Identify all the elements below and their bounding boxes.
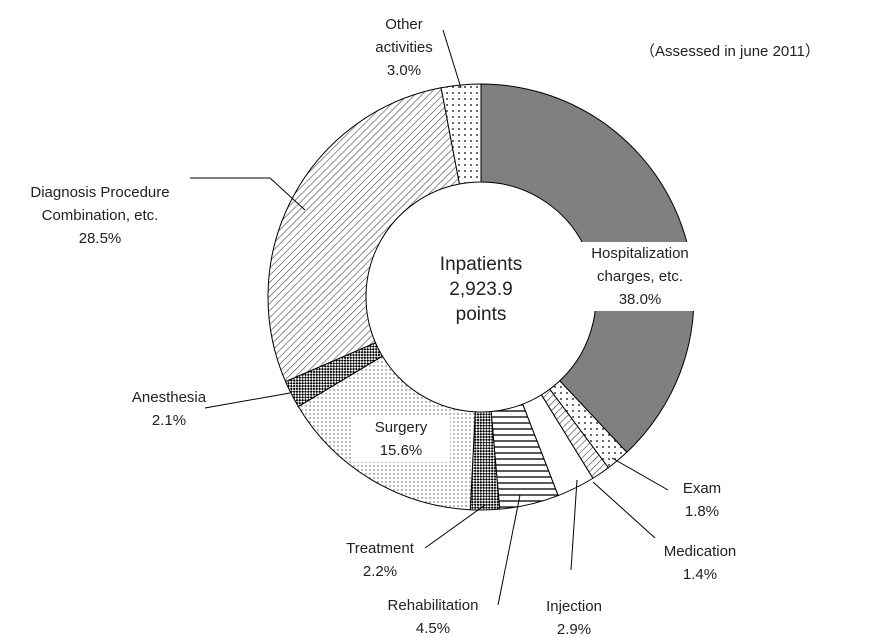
- value-label: 3.0%: [386, 62, 422, 79]
- data-label: Rehabilitation 4.5%: [363, 594, 503, 637]
- data-label: Surgery 15.6%: [352, 416, 450, 462]
- data-label: Exam 1.8%: [662, 477, 742, 523]
- category-label: Surgery: [374, 419, 428, 436]
- data-label: Other activities 3.0%: [359, 13, 449, 82]
- donut-segment: [480, 83, 695, 453]
- center-line: points: [455, 304, 507, 325]
- value-label: 1.4%: [682, 566, 718, 583]
- value-label: 4.5%: [415, 620, 451, 637]
- leader-line: [611, 457, 669, 491]
- category-label: Treatment: [346, 540, 414, 557]
- leader-line: [204, 392, 291, 409]
- value-label: 2.2%: [362, 563, 398, 580]
- center-line: 2,923.9: [449, 279, 513, 300]
- data-label: Hospitalization charges, etc. 38.0%: [561, 242, 719, 311]
- category-label: Diagnosis Procedure Combination, etc.: [30, 184, 170, 224]
- leader-line: [424, 504, 486, 549]
- category-label: Anesthesia: [131, 389, 207, 406]
- data-label: Diagnosis Procedure Combination, etc. 28.…: [0, 181, 200, 250]
- leader-line: [570, 479, 578, 571]
- category-label: Hospitalization charges, etc.: [591, 245, 689, 285]
- subtitle: （Assessed in june 2011）: [640, 43, 820, 60]
- donut-segment: [267, 87, 461, 383]
- center-label: Inpatients 2,923.9 points: [411, 252, 551, 327]
- data-label: Anesthesia 2.1%: [114, 386, 224, 432]
- leader-line: [497, 494, 521, 606]
- value-label: 28.5%: [78, 230, 122, 247]
- category-label: Exam: [682, 480, 722, 497]
- donut-segment: [440, 83, 482, 185]
- value-label: 2.1%: [151, 412, 187, 429]
- value-label: 15.6%: [379, 442, 423, 459]
- leader-line: [190, 177, 306, 211]
- value-label: 2.9%: [556, 621, 592, 637]
- category-label: Rehabilitation: [387, 597, 479, 614]
- value-label: 38.0%: [618, 291, 662, 308]
- value-label: 1.8%: [684, 503, 720, 520]
- center-line: Inpatients: [439, 254, 523, 275]
- data-label: Injection 2.9%: [524, 595, 624, 637]
- category-label: Other activities: [375, 16, 433, 56]
- data-label: Medication 1.4%: [640, 540, 760, 586]
- leader-line: [442, 29, 462, 89]
- category-label: Medication: [663, 543, 737, 560]
- data-label: Treatment 2.2%: [325, 537, 435, 583]
- category-label: Injection: [546, 598, 602, 615]
- leader-line: [592, 481, 656, 539]
